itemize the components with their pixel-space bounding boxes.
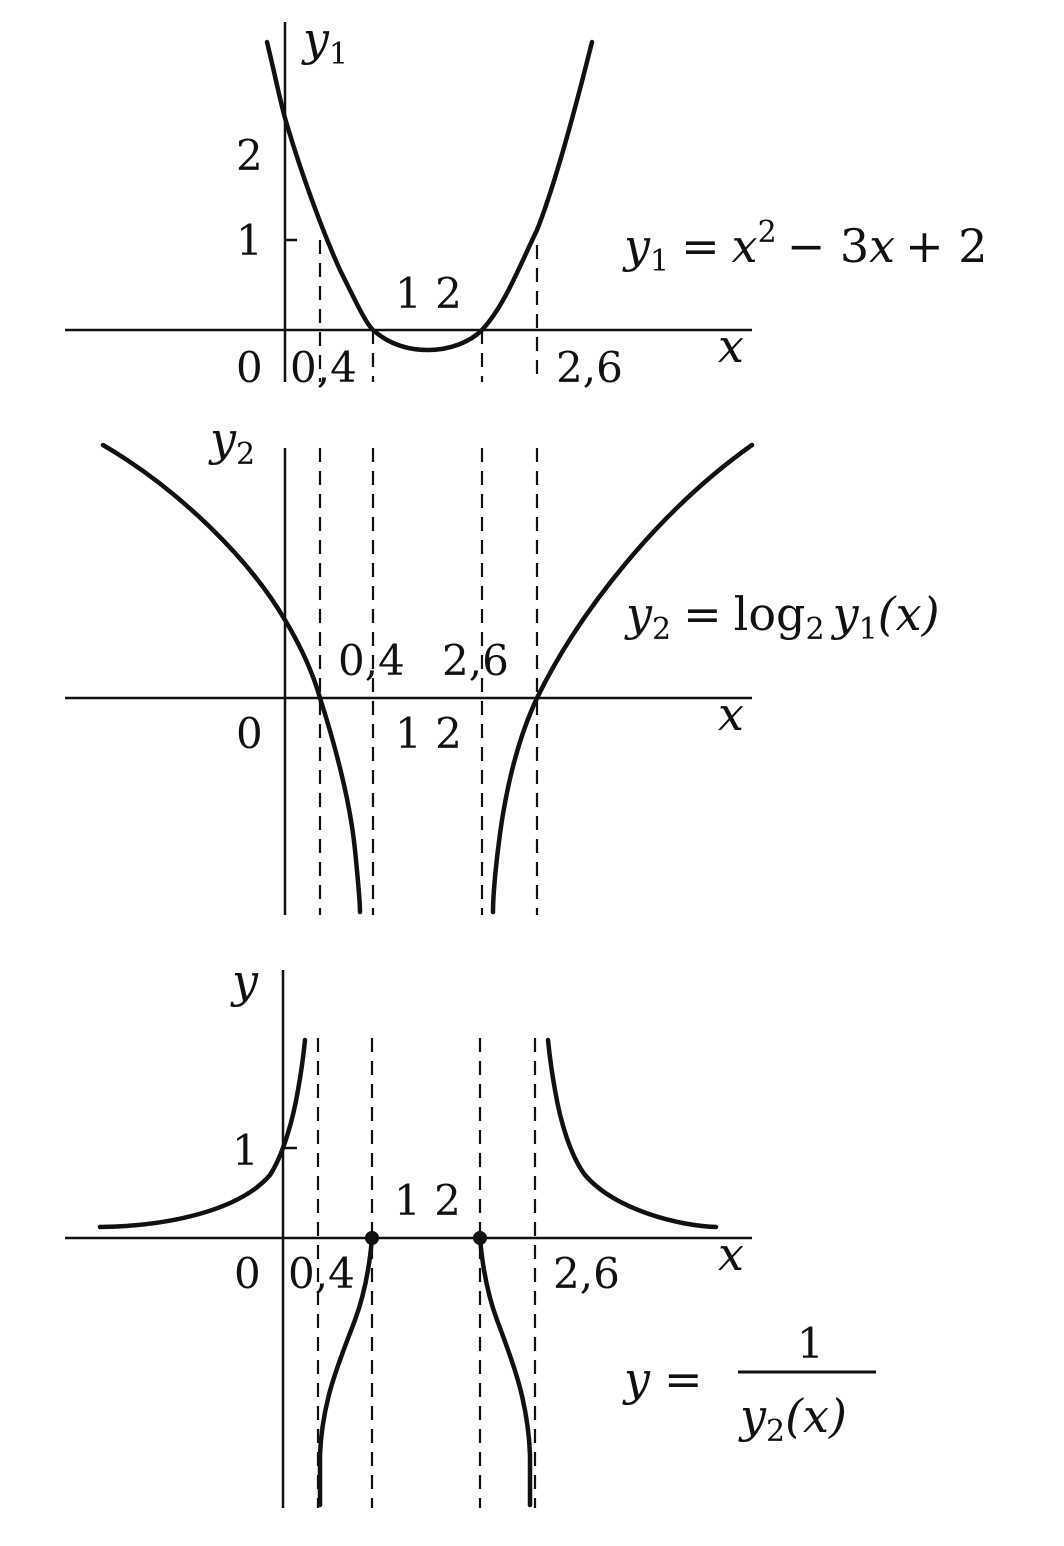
panel-1-y-tick-label-2: 2 bbox=[236, 131, 263, 180]
panel-1-x-tick-label-0-4: 0,4 bbox=[290, 343, 357, 392]
panel-3-reciprocal: y 1 0 0,4 1 2 2,6 x y = 1 y2(x) bbox=[65, 954, 876, 1508]
panel-2-x-tick-label-2-6: 2,6 bbox=[442, 636, 509, 685]
panel-1-x-tick-label-1-2: 1 2 bbox=[395, 269, 462, 318]
panel-3-formula: y = 1 y2(x) bbox=[622, 1319, 876, 1449]
panel-1-quadratic: y1 2 1 0 0,4 1 2 2,6 x y1 = x2− 3x + 2 bbox=[65, 12, 988, 392]
panel-2-right-branch bbox=[490, 442, 755, 915]
panel-1-parabola bbox=[264, 39, 595, 353]
panel-3-x-tick-label-2-6: 2,6 bbox=[553, 1249, 620, 1298]
panel-2-x-tick-label-0-4: 0,4 bbox=[338, 636, 405, 685]
panel-3-point-x2 bbox=[473, 1231, 487, 1245]
panel-2-x-tick-label-0: 0 bbox=[236, 709, 263, 758]
panel-2-left-branch bbox=[100, 442, 363, 915]
panel-1-x-tick-label-2-6: 2,6 bbox=[556, 343, 623, 392]
panel-1-y-axis-label: y1 bbox=[301, 12, 348, 72]
panel-2-x-tick-label-1-2: 1 2 bbox=[395, 709, 462, 758]
panel-3-formula-denominator: y2(x) bbox=[738, 1389, 847, 1449]
panel-3-branch-left bbox=[97, 1037, 308, 1230]
panel-1-x-tick-label-0: 0 bbox=[236, 343, 263, 392]
panel-3-y-tick-label-1: 1 bbox=[232, 1126, 259, 1175]
panel-2-logarithm: y2 0 0,4 2,6 1 2 x y2 = log2 y1(x) bbox=[65, 412, 940, 915]
panel-3-x-tick-label-0: 0 bbox=[234, 1249, 261, 1298]
panel-3-branch-right bbox=[545, 1037, 719, 1230]
panel-3-formula-numerator: 1 bbox=[797, 1319, 824, 1368]
panel-1-y-tick-label-1: 1 bbox=[236, 216, 263, 265]
panel-3-point-x1 bbox=[365, 1231, 379, 1245]
panel-3-x-tick-label-0-4: 0,4 bbox=[288, 1249, 355, 1298]
panel-3-branch-inner-left bbox=[317, 1235, 375, 1508]
panel-2-y-axis-label: y2 bbox=[208, 412, 255, 472]
panel-3-y-axis-label: y bbox=[230, 954, 259, 1008]
panel-1-formula: y1 = x2− 3x + 2 bbox=[622, 215, 988, 279]
panel-2-x-axis-label: x bbox=[718, 687, 744, 741]
panel-3-x-axis-label: x bbox=[718, 1227, 744, 1281]
panel-3-branch-inner-right bbox=[477, 1235, 533, 1508]
panel-2-formula: y2 = log2 y1(x) bbox=[624, 587, 940, 647]
panel-1-x-axis-label: x bbox=[718, 319, 744, 373]
panel-3-x-tick-label-1-2: 1 2 bbox=[394, 1176, 461, 1225]
panel-3-formula-lhs: y = bbox=[622, 1352, 703, 1406]
